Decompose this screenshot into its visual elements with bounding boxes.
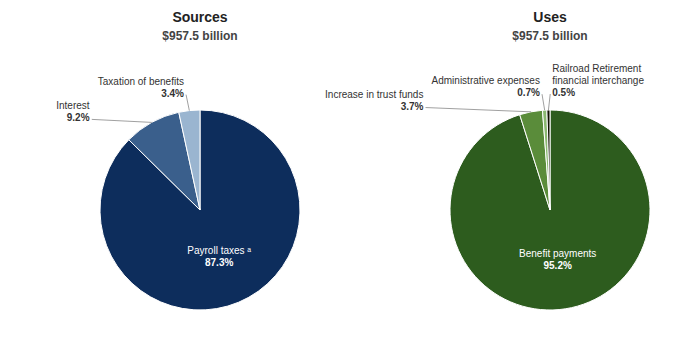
slice-label: Increase in trust funds3.7% <box>325 89 423 112</box>
slices <box>100 110 300 310</box>
pie-slice <box>179 110 200 210</box>
chart-container: Sources $957.5 billion Payroll taxes ᵃ87.3… <box>0 0 690 339</box>
leader-line <box>548 94 550 110</box>
chart-subtitle: $957.5 billion <box>162 29 237 43</box>
leader-line <box>92 119 152 122</box>
label-line: Taxation of benefits <box>98 76 184 87</box>
pie-chart: Uses $957.5 billion Benefit payments95.2% R… <box>325 9 650 310</box>
chart-subtitle: $957.5 billion <box>512 29 587 43</box>
slice-labels: Benefit payments95.2% Railroad Retirement… <box>325 63 644 271</box>
chart-title: Uses <box>533 9 567 25</box>
slice-label: Payroll taxes ᵃ87.3% <box>187 245 251 268</box>
slice-label-category: Increase in trust funds <box>325 89 423 100</box>
slice-label-value: 9.2% <box>67 112 90 123</box>
slices <box>450 110 650 310</box>
pie-slice <box>547 110 550 210</box>
slice-label-category: Taxation of benefits <box>98 76 184 87</box>
leader-line <box>542 94 545 110</box>
slice-label: Railroad Retirementfinancial interchange… <box>552 63 644 98</box>
slice-label-value: 3.4% <box>161 88 184 99</box>
pie-slice <box>450 110 650 310</box>
slice-label-category: Payroll taxes ᵃ <box>187 245 251 256</box>
slice-label: Benefit payments95.2% <box>519 248 596 271</box>
pie-chart: Sources $957.5 billion Payroll taxes ᵃ87.3… <box>56 9 300 310</box>
chart-title: Sources <box>172 9 227 25</box>
label-line: Increase in trust funds <box>325 89 423 100</box>
label-line: Railroad Retirement <box>552 63 641 74</box>
pie-slice <box>100 110 300 310</box>
slice-label: Administrative expenses0.7% <box>432 75 540 98</box>
leader-lines <box>92 95 190 123</box>
slice-label: Interest9.2% <box>56 100 90 123</box>
label-line: Interest <box>56 100 90 111</box>
slice-label-value: 87.3% <box>205 257 233 268</box>
slice-label-value: 0.7% <box>517 87 540 98</box>
slice-label-value: 3.7% <box>401 101 424 112</box>
chart-svg: Sources $957.5 billion Payroll taxes ᵃ87.3… <box>0 0 690 339</box>
background <box>0 0 690 339</box>
slice-label: Taxation of benefits3.4% <box>98 76 184 99</box>
leader-line <box>186 95 189 111</box>
pie-slice <box>520 110 550 210</box>
label-line: financial interchange <box>552 75 644 86</box>
pie-slice <box>542 110 550 210</box>
label-line: Benefit payments <box>519 248 596 259</box>
label-line: Administrative expenses <box>432 75 540 86</box>
label-line: Payroll taxes ᵃ <box>187 245 251 256</box>
slice-label-category: Railroad Retirementfinancial interchange <box>552 63 644 86</box>
slice-label-category: Interest <box>56 100 90 111</box>
leader-line <box>426 108 531 112</box>
slice-label-value: 95.2% <box>543 260 571 271</box>
slice-labels: Payroll taxes ᵃ87.3% Taxation of benefits… <box>56 76 251 268</box>
slice-label-category: Benefit payments <box>519 248 596 259</box>
slice-label-value: 0.5% <box>552 87 575 98</box>
slice-label-category: Administrative expenses <box>432 75 540 86</box>
